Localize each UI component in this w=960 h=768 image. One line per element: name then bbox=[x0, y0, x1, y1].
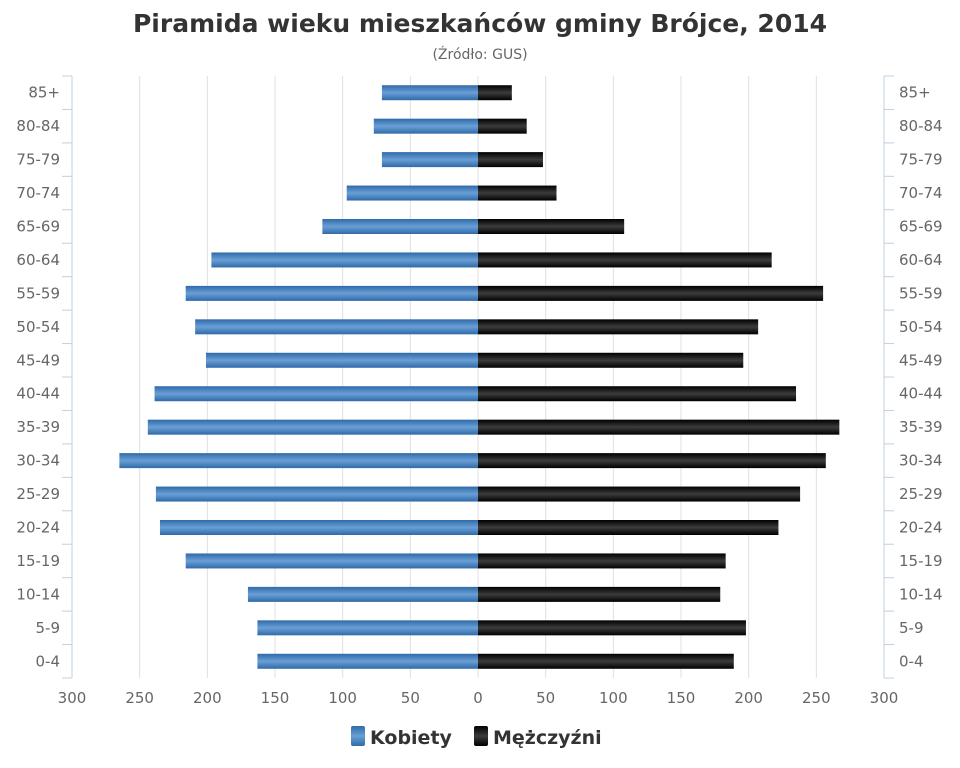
y-tick-label-right: 85+ bbox=[899, 84, 931, 102]
legend-label-kobiety: Kobiety bbox=[370, 727, 453, 749]
y-tick-label-right: 0-4 bbox=[899, 652, 924, 670]
y-tick-label-right: 20-24 bbox=[899, 519, 943, 537]
y-tick-label-right: 80-84 bbox=[899, 117, 943, 135]
bar-kobiety-85plus bbox=[381, 85, 478, 101]
legend-item-mezczyzni[interactable]: Mężczyźni bbox=[474, 726, 602, 749]
x-tick-label: 150 bbox=[261, 689, 290, 707]
bar-mezczyzni-70-74 bbox=[478, 185, 557, 201]
y-tick-label-right: 40-44 bbox=[899, 385, 943, 403]
bar-kobiety-0-4 bbox=[257, 653, 478, 669]
x-tick-label: 0 bbox=[473, 689, 483, 707]
bar-kobiety-45-49 bbox=[205, 352, 479, 368]
y-tick-label-right: 35-39 bbox=[899, 418, 943, 436]
legend-item-kobiety[interactable]: Kobiety bbox=[351, 726, 453, 749]
y-tick-label-left: 60-64 bbox=[16, 251, 60, 269]
legend-label-mezczyzni: Mężczyźni bbox=[493, 727, 602, 749]
x-tick-label: 50 bbox=[536, 689, 555, 707]
bar-mezczyzni-0-4 bbox=[478, 653, 734, 669]
y-tick-label-left: 50-54 bbox=[16, 318, 60, 336]
bar-mezczyzni-55-59 bbox=[478, 285, 824, 301]
x-tick-label: 300 bbox=[58, 689, 87, 707]
bar-mezczyzni-50-54 bbox=[478, 319, 759, 335]
y-tick-label-right: 45-49 bbox=[899, 351, 943, 369]
bar-mezczyzni-40-44 bbox=[478, 386, 797, 402]
bar-mezczyzni-80-84 bbox=[478, 118, 527, 134]
x-tick-label: 300 bbox=[870, 689, 899, 707]
bar-kobiety-20-24 bbox=[159, 520, 478, 535]
bar-mezczyzni-25-29 bbox=[478, 486, 801, 502]
bar-kobiety-40-44 bbox=[154, 386, 478, 402]
y-tick-label-left: 80-84 bbox=[16, 117, 60, 135]
x-tick-label: 200 bbox=[193, 689, 222, 707]
y-tick-label-right: 70-74 bbox=[899, 184, 943, 202]
x-tick-label: 200 bbox=[734, 689, 763, 707]
bar-kobiety-10-14 bbox=[247, 586, 478, 602]
bar-kobiety-70-74 bbox=[346, 185, 478, 201]
bar-kobiety-75-79 bbox=[381, 152, 478, 168]
chart-subtitle: (Źródło: GUS) bbox=[432, 45, 527, 63]
bar-mezczyzni-10-14 bbox=[478, 586, 721, 602]
bar-mezczyzni-35-39 bbox=[478, 419, 840, 435]
bar-kobiety-35-39 bbox=[147, 419, 478, 435]
bar-mezczyzni-15-19 bbox=[478, 553, 726, 569]
bar-mezczyzni-30-34 bbox=[478, 453, 826, 469]
bar-mezczyzni-5-9 bbox=[478, 620, 746, 636]
y-tick-label-right: 30-34 bbox=[899, 452, 943, 470]
legend-swatch-kobiety bbox=[351, 726, 365, 746]
y-tick-label-right: 55-59 bbox=[899, 284, 943, 302]
bar-kobiety-5-9 bbox=[257, 620, 478, 636]
legend-swatch-mezczyzni bbox=[474, 726, 488, 746]
y-tick-label-right: 15-19 bbox=[899, 552, 943, 570]
bar-kobiety-80-84 bbox=[373, 118, 478, 134]
y-tick-label-left: 45-49 bbox=[16, 351, 60, 369]
chart-title: Piramida wieku mieszkańców gminy Brójce,… bbox=[133, 9, 827, 38]
y-tick-label-left: 65-69 bbox=[16, 218, 60, 236]
bar-mezczyzni-45-49 bbox=[478, 352, 744, 368]
y-tick-label-left: 35-39 bbox=[16, 418, 60, 436]
y-tick-label-left: 30-34 bbox=[16, 452, 60, 470]
y-tick-label-right: 75-79 bbox=[899, 151, 943, 169]
y-tick-label-left: 5-9 bbox=[36, 619, 61, 637]
bar-kobiety-25-29 bbox=[155, 486, 478, 502]
x-tick-label: 50 bbox=[401, 689, 420, 707]
bar-kobiety-65-69 bbox=[322, 219, 478, 234]
bar-kobiety-15-19 bbox=[185, 553, 478, 569]
bar-kobiety-50-54 bbox=[195, 319, 479, 335]
bar-mezczyzni-75-79 bbox=[478, 152, 543, 168]
x-tick-label: 100 bbox=[599, 689, 628, 707]
bar-mezczyzni-60-64 bbox=[478, 252, 772, 268]
bar-mezczyzni-65-69 bbox=[478, 219, 625, 234]
bar-mezczyzni-85plus bbox=[478, 85, 512, 101]
x-tick-label: 250 bbox=[125, 689, 154, 707]
y-tick-label-left: 70-74 bbox=[16, 184, 60, 202]
bar-kobiety-30-34 bbox=[119, 453, 478, 469]
x-tick-label: 100 bbox=[328, 689, 357, 707]
y-tick-label-left: 55-59 bbox=[16, 284, 60, 302]
y-tick-label-right: 5-9 bbox=[899, 619, 924, 637]
bar-mezczyzni-20-24 bbox=[478, 520, 779, 535]
bar-kobiety-60-64 bbox=[211, 252, 479, 268]
y-tick-label-left: 10-14 bbox=[16, 585, 60, 603]
y-tick-label-right: 65-69 bbox=[899, 218, 943, 236]
legend: Kobiety Mężczyźni bbox=[351, 726, 602, 749]
y-tick-label-left: 0-4 bbox=[36, 652, 61, 670]
y-tick-label-left: 20-24 bbox=[16, 519, 60, 537]
y-tick-label-right: 10-14 bbox=[899, 585, 943, 603]
bar-kobiety-55-59 bbox=[185, 285, 478, 301]
y-tick-label-left: 25-29 bbox=[16, 485, 60, 503]
y-tick-label-left: 85+ bbox=[28, 84, 60, 102]
x-tick-label: 250 bbox=[802, 689, 831, 707]
y-tick-label-right: 60-64 bbox=[899, 251, 943, 269]
y-tick-label-left: 40-44 bbox=[16, 385, 60, 403]
x-tick-label: 150 bbox=[667, 689, 696, 707]
y-tick-label-left: 15-19 bbox=[16, 552, 60, 570]
y-tick-label-right: 50-54 bbox=[899, 318, 943, 336]
y-tick-label-right: 25-29 bbox=[899, 485, 943, 503]
y-tick-label-left: 75-79 bbox=[16, 151, 60, 169]
